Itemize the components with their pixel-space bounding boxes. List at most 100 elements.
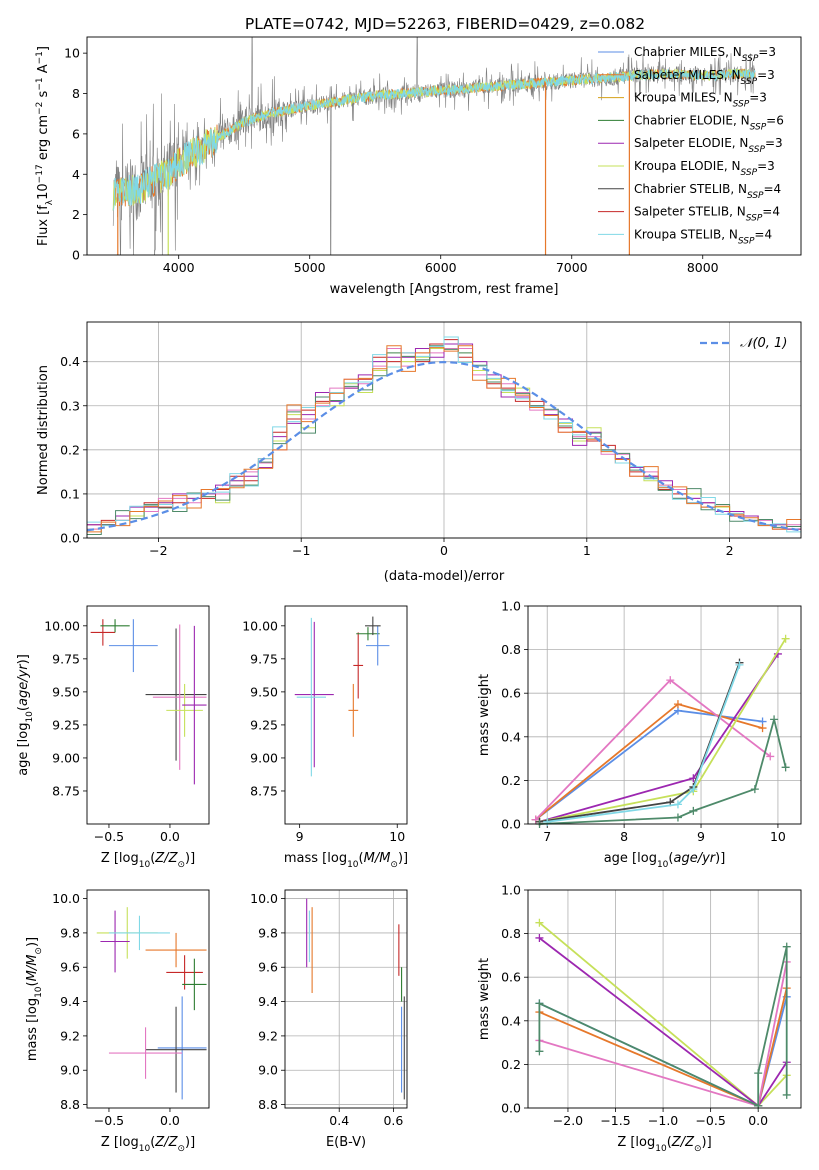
- y-tick-label: 0.1: [60, 486, 80, 501]
- legend-entry: Kroupa MILES, NSSP=3: [634, 91, 767, 110]
- y-tick-label: 9.25: [250, 717, 278, 732]
- mass-weight-marker: [689, 785, 698, 794]
- legend-entry: Kroupa STELIB, NSSP=4: [634, 227, 772, 246]
- mass-weight-series: [535, 634, 790, 826]
- mass_vs_Z-axes: −0.5 0.0 8.8 9.0 9.2 9.4 9.6 9.8 10.0 Z [log10(Z/…: [25, 889, 210, 1154]
- age_vs_mass-axes: 9 10 8.75 9.00 9.25 9.50 9.75 10.00 mass [log10(…: [242, 605, 408, 870]
- mass-weight-marker: [782, 942, 791, 951]
- x-tick-label: 0.4: [329, 1113, 349, 1128]
- errorbar-point: [365, 616, 381, 636]
- y-tick-label: 1.0: [501, 599, 521, 614]
- y-tick-label: 9.00: [52, 750, 80, 765]
- x-tick-label: 9: [296, 829, 304, 844]
- y-tick-label: 0.6: [501, 970, 521, 985]
- x-tick-label: −2: [149, 543, 167, 558]
- y-tick-label: 8.8: [60, 1097, 80, 1112]
- spectrum-y-label: Flux [fλ10−17 erg cm−2 s−1 A−1]: [35, 46, 55, 246]
- y-tick-label: 10.0: [250, 891, 278, 906]
- x-tick-label: 7000: [556, 260, 588, 275]
- histogram-step: [87, 339, 801, 530]
- y-tick-label: 9.8: [258, 925, 278, 940]
- y-tick-label: 0: [72, 248, 80, 263]
- mass-weight-marker: [781, 634, 790, 643]
- axes-frame: [527, 889, 802, 1109]
- y-tick-label: 0.2: [501, 773, 521, 788]
- mass-weight-marker: [535, 1047, 544, 1056]
- x-tick-label: 5000: [294, 260, 326, 275]
- y-tick-label: 0.8: [501, 926, 521, 941]
- mass-weight-marker: [754, 1101, 763, 1110]
- axes-frame: [527, 605, 802, 825]
- mass-weight-marker: [750, 785, 759, 794]
- mass-weight-marker: [770, 715, 779, 724]
- mass-weight-marker: [689, 806, 698, 815]
- histogram-step: [87, 345, 801, 533]
- y-tick-label: 4: [72, 167, 80, 182]
- massweight_vs_age-axes: 7 8 9 10 0.0 0.2 0.4 0.6 0.8 1.0 age [log10(age/yr…: [477, 599, 802, 870]
- y-tick-label: 0.8: [501, 642, 521, 657]
- x-tick-label: −0.5: [94, 829, 124, 844]
- massweight_vs_age-y-label: mass weight: [477, 674, 492, 756]
- mass-weight-marker: [673, 800, 682, 809]
- mass-weight-marker: [781, 763, 790, 772]
- legend-entry: Chabrier STELIB, NSSP=4: [634, 182, 781, 201]
- errorbar-point: [145, 932, 207, 968]
- x-tick-label: 0.0: [748, 1113, 768, 1128]
- x-tick-label: 6000: [425, 260, 457, 275]
- y-tick-label: 0.0: [501, 1101, 521, 1116]
- x-tick-label: 4000: [163, 260, 195, 275]
- legend-entry: Kroupa ELODIE, NSSP=3: [634, 159, 775, 178]
- x-tick-label: 8: [620, 829, 628, 844]
- axes-frame: [284, 889, 408, 1109]
- mass-weight-line: [539, 638, 787, 823]
- y-tick-label: 2: [72, 207, 80, 222]
- mass-weight-line: [535, 703, 763, 821]
- x-tick-label: −1: [292, 543, 310, 558]
- errorbar-point: [348, 683, 359, 737]
- mass_vs_Z-y-label: mass [log10(M/M⊙)]: [25, 937, 44, 1061]
- residuals-y-label: Normed distribution: [36, 365, 51, 495]
- mass-weight-line: [538, 946, 788, 1108]
- age_vs_mass-x-label: mass [log10(M/M⊙)]: [284, 851, 408, 870]
- x-tick-label: −1.5: [600, 1113, 630, 1128]
- massweight_vs_Z-x-label: Z [log10(Z/Z⊙)]: [617, 1135, 711, 1154]
- y-tick-label: 6: [72, 126, 80, 141]
- axes-frame: [284, 605, 408, 825]
- axes-frame: [86, 321, 802, 539]
- x-tick-label: −2.0: [553, 1113, 583, 1128]
- legend-entry: Salpeter MILES, NSSP=3: [634, 68, 775, 87]
- figure-title: PLATE=0742, MJD=52263, FIBERID=0429, z=0…: [245, 15, 645, 33]
- y-tick-label: 8.8: [258, 1097, 278, 1112]
- y-tick-label: 8: [72, 86, 80, 101]
- errorbar-point: [145, 628, 207, 761]
- axes-frame: [86, 889, 210, 1109]
- errorbar-point: [108, 1027, 183, 1079]
- y-tick-label: 9.50: [250, 684, 278, 699]
- mass-weight-marker: [535, 918, 544, 927]
- x-tick-label: 0.0: [160, 1113, 180, 1128]
- legend-entry: Salpeter ELODIE, NSSP=3: [634, 136, 783, 155]
- mass-weight-line: [539, 662, 741, 823]
- errorbar-point: [166, 683, 203, 737]
- legend-entry: Chabrier MILES, NSSP=3: [634, 45, 776, 64]
- y-tick-label: 9.6: [258, 960, 278, 975]
- legend-entry: Chabrier ELODIE, NSSP=6: [634, 113, 784, 132]
- y-tick-label: 0.4: [501, 729, 521, 744]
- y-tick-label: 0.6: [501, 686, 521, 701]
- model-spectrum: [112, 68, 756, 211]
- y-tick-label: 10.00: [242, 618, 278, 633]
- normal-legend-label: 𝒩(0, 1): [740, 336, 787, 351]
- y-tick-label: 9.50: [52, 684, 80, 699]
- massweight_vs_Z-y-label: mass weight: [477, 958, 492, 1040]
- mass-weight-marker: [666, 676, 675, 685]
- x-tick-label: 0.6: [383, 1113, 403, 1128]
- errorbar-point: [157, 996, 207, 1100]
- legend-entry: Salpeter STELIB, NSSP=4: [634, 205, 780, 224]
- age_vs_Z-y-label: age [log10(age/yr)]: [16, 654, 35, 776]
- y-tick-label: 10.00: [44, 618, 80, 633]
- errorbar-point: [353, 632, 364, 699]
- x-tick-label: 1: [583, 543, 591, 558]
- x-tick-label: 2: [726, 543, 734, 558]
- mass-weight-series: [531, 676, 775, 824]
- errorbar-point: [182, 625, 207, 785]
